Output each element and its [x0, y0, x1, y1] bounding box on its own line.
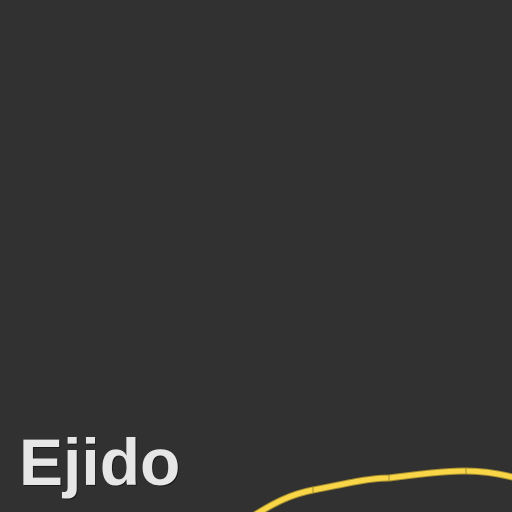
road-highway[interactable] — [250, 468, 512, 512]
place-label[interactable]: Ejido — [19, 425, 181, 499]
